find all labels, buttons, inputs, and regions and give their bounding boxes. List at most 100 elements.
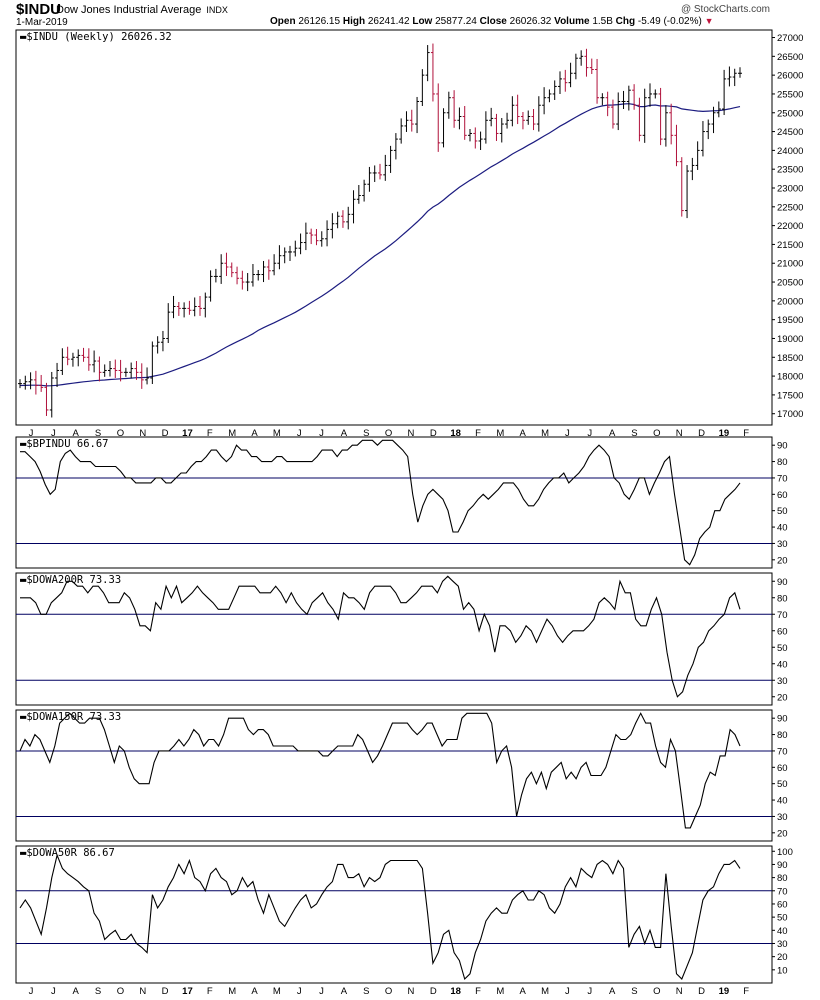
x-tick-label: M — [228, 986, 236, 997]
panel-title: ▬$DOWA200R 73.33 — [20, 574, 121, 586]
y-tick-label: 50 — [777, 506, 788, 517]
y-tick-label: 50 — [777, 643, 788, 654]
x-tick-label: A — [251, 986, 258, 997]
y-tick-label: 10 — [777, 965, 788, 976]
y-tick-label: 27000 — [777, 33, 803, 44]
index-name: Dow Jones Industrial Average — [56, 4, 202, 16]
y-tick-label: 80 — [777, 457, 788, 468]
x-tick-label: M — [541, 428, 549, 439]
x-tick-label: O — [653, 428, 660, 439]
x-tick-label: A — [251, 428, 258, 439]
panel-frame-4 — [15, 845, 773, 984]
y-tick-label: 30 — [777, 539, 788, 550]
x-tick-label: N — [408, 428, 415, 439]
y-tick-label: 70 — [777, 746, 788, 757]
panel-title: ▬$DOWA50R 86.67 — [20, 847, 115, 859]
x-tick-label: O — [653, 986, 660, 997]
y-tick-label: 24500 — [777, 127, 803, 138]
x-tick-label: D — [162, 986, 169, 997]
x-tick-label: F — [207, 428, 213, 439]
y-tick-label: 80 — [777, 593, 788, 604]
x-tick-label: J — [297, 986, 302, 997]
breadth-line — [19, 712, 741, 829]
y-tick-label: 60 — [777, 626, 788, 637]
x-tick-label: F — [475, 986, 481, 997]
x-tick-label: A — [341, 428, 348, 439]
x-tick-label: A — [520, 986, 527, 997]
copyright[interactable]: @ StockCharts.com — [680, 4, 770, 15]
x-tick-label: N — [139, 428, 146, 439]
y-tick-label: 30 — [777, 812, 788, 823]
panel-frame-0 — [15, 29, 773, 426]
x-tick-label: 18 — [450, 428, 461, 439]
y-tick-label: 23000 — [777, 184, 803, 195]
symbol[interactable]: $INDU — [16, 1, 62, 18]
low-label: Low — [412, 16, 433, 27]
y-tick-label: 21000 — [777, 259, 803, 270]
low-value: 25877.24 — [435, 16, 477, 27]
symbol-name: Dow Jones Industrial Average INDX — [56, 4, 228, 16]
y-tick-label: 26500 — [777, 52, 803, 63]
x-tick-label: A — [73, 986, 80, 997]
x-tick-label: J — [587, 428, 592, 439]
x-tick-label: 17 — [182, 428, 193, 439]
y-tick-label: 40 — [777, 659, 788, 670]
x-tick-label: M — [273, 428, 281, 439]
x-tick-label: S — [631, 428, 637, 439]
y-tick-label: 20 — [777, 692, 788, 703]
high-value: 26241.42 — [367, 16, 410, 27]
x-tick-label: J — [587, 986, 592, 997]
x-tick-label: F — [743, 986, 749, 997]
y-tick-label: 21500 — [777, 240, 803, 251]
x-tick-label: J — [565, 986, 570, 997]
y-tick-label: 80 — [777, 873, 788, 884]
chg-label: Chg — [615, 16, 636, 27]
y-tick-label: 26000 — [777, 71, 803, 82]
y-tick-label: 40 — [777, 523, 788, 534]
exchange: INDX — [206, 5, 228, 15]
x-tick-label: S — [631, 986, 637, 997]
x-tick-label: 19 — [719, 428, 730, 439]
x-tick-label: D — [162, 428, 169, 439]
y-tick-label: 20 — [777, 952, 788, 963]
x-tick-label: O — [385, 428, 392, 439]
x-tick-label: D — [430, 428, 437, 439]
y-tick-label: 90 — [777, 577, 788, 588]
y-tick-label: 70 — [777, 886, 788, 897]
y-tick-label: 24000 — [777, 146, 803, 157]
close-label: Close — [479, 16, 507, 27]
x-tick-label: J — [29, 986, 34, 997]
panel-frame-2 — [15, 572, 773, 706]
x-tick-label: J — [565, 428, 570, 439]
x-tick-label: A — [609, 428, 616, 439]
x-tick-label: N — [139, 986, 146, 997]
x-tick-label: M — [496, 986, 504, 997]
open-value: 26126.15 — [298, 16, 341, 27]
x-tick-label: O — [385, 986, 392, 997]
x-tick-label: A — [520, 428, 527, 439]
x-tick-label: 18 — [450, 986, 461, 997]
panel-title: ▬$DOWA150R 73.33 — [20, 711, 121, 723]
y-tick-label: 90 — [777, 441, 788, 452]
panel-frame-3 — [15, 709, 773, 842]
x-tick-label: J — [319, 986, 324, 997]
volume-value: 1.5B — [592, 16, 613, 27]
y-tick-label: 50 — [777, 779, 788, 790]
x-tick-label: 19 — [719, 986, 730, 997]
breadth-line — [19, 853, 741, 981]
ohlc-summary: Open 26126.15 High 26241.42 Low 25877.24… — [270, 16, 714, 27]
close-value: 26026.32 — [509, 16, 552, 27]
y-tick-label: 30 — [777, 939, 788, 950]
y-tick-label: 25000 — [777, 108, 803, 119]
x-tick-label: N — [676, 428, 683, 439]
y-tick-label: 17000 — [777, 409, 803, 420]
x-tick-label: M — [228, 428, 236, 439]
y-tick-label: 30 — [777, 676, 788, 687]
panel-frame-1 — [15, 436, 773, 569]
x-tick-label: F — [475, 428, 481, 439]
x-tick-label: J — [319, 428, 324, 439]
x-tick-label: S — [363, 428, 369, 439]
x-tick-label: J — [51, 986, 56, 997]
y-tick-label: 17500 — [777, 390, 803, 401]
